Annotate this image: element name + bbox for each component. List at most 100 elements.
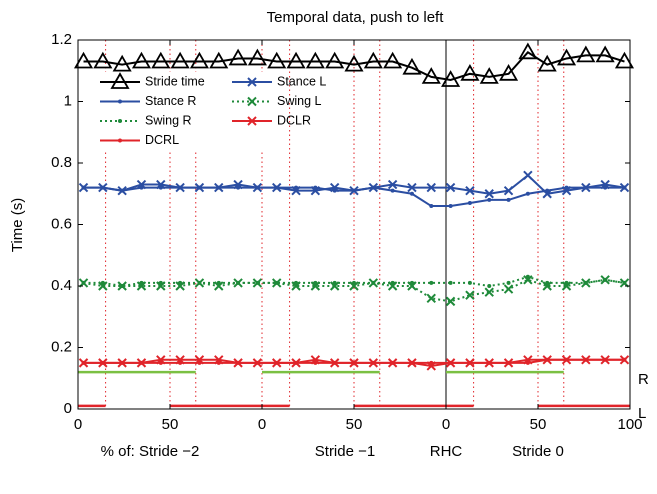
legend-label: Stride time: [145, 74, 205, 88]
marker: [349, 185, 359, 196]
marker: [117, 281, 127, 291]
legend-label: DCLR: [277, 113, 311, 127]
marker: [561, 355, 572, 365]
legend-marker: [118, 99, 122, 104]
marker: [151, 51, 171, 69]
marker: [429, 280, 434, 285]
marker: [445, 358, 456, 368]
x-tick-label: 50: [530, 416, 547, 433]
marker: [349, 281, 359, 291]
marker: [286, 51, 306, 69]
marker: [448, 280, 453, 285]
marker: [407, 182, 417, 193]
marker: [156, 281, 166, 291]
marker: [214, 182, 224, 193]
marker: [467, 200, 472, 205]
marker: [600, 179, 610, 190]
marker: [619, 355, 630, 365]
marker: [614, 51, 635, 69]
marker: [194, 278, 205, 288]
marker: [194, 182, 205, 193]
marker: [499, 64, 519, 81]
marker: [409, 191, 414, 196]
marker: [310, 185, 321, 196]
y-tick-label: 1: [64, 92, 72, 109]
marker: [214, 281, 224, 291]
marker: [252, 182, 263, 193]
marker: [310, 281, 321, 291]
marker: [98, 358, 108, 368]
marker: [390, 188, 395, 193]
marker: [175, 182, 185, 193]
marker: [465, 290, 475, 300]
marker: [272, 278, 282, 288]
marker: [467, 280, 472, 285]
legend-marker: [247, 77, 257, 87]
marker: [465, 185, 475, 196]
x-tick-label: 50: [162, 416, 179, 433]
marker: [503, 284, 514, 294]
marker: [506, 280, 511, 285]
x-tick-label: 100: [617, 416, 642, 433]
marker: [272, 182, 282, 193]
legend-box: [95, 72, 270, 152]
marker: [368, 278, 379, 288]
marker: [581, 355, 591, 365]
y-tick-label: 0.8: [51, 154, 72, 171]
marker: [93, 51, 113, 69]
marker: [112, 54, 132, 72]
marker: [402, 57, 422, 75]
marker: [233, 278, 243, 288]
legend-label: Swing R: [145, 113, 192, 127]
marker: [542, 281, 552, 291]
legend-item: Stride time: [100, 72, 205, 89]
marker: [595, 45, 615, 63]
marker: [305, 51, 325, 69]
marker: [325, 51, 345, 69]
marker: [363, 51, 383, 69]
marker: [426, 182, 436, 193]
legend-item: Swing L: [232, 94, 322, 108]
x-tick-label: 0: [74, 416, 82, 433]
legend-marker: [247, 116, 257, 126]
marker: [487, 197, 492, 202]
marker: [465, 358, 475, 368]
marker: [252, 358, 263, 368]
legend-item: Stance R: [100, 94, 196, 108]
marker: [426, 293, 436, 304]
legend-item: Swing R: [100, 113, 192, 127]
marker: [421, 67, 441, 84]
marker: [600, 275, 610, 285]
marker: [581, 182, 591, 193]
marker: [523, 170, 533, 181]
marker: [117, 185, 127, 196]
marker: [383, 51, 403, 69]
marker: [523, 275, 533, 285]
phase-label: L: [638, 405, 646, 422]
legend-item: DCLR: [232, 113, 311, 127]
marker: [233, 358, 243, 368]
legend-item: Stance L: [232, 74, 326, 88]
marker: [503, 185, 514, 196]
legend-label: DCRL: [145, 133, 179, 147]
x-axis-label: Stride −1: [315, 443, 375, 460]
y-axis-label: Time (s): [9, 198, 26, 252]
marker: [349, 358, 359, 368]
marker: [387, 358, 398, 368]
marker: [209, 51, 229, 69]
marker: [368, 182, 379, 193]
marker: [441, 70, 461, 87]
x-axis-label: Stride 0: [512, 443, 564, 460]
marker: [98, 182, 108, 193]
marker: [131, 51, 152, 69]
marker: [503, 358, 514, 368]
marker: [73, 51, 94, 69]
x-tick-label: 0: [258, 416, 266, 433]
marker: [291, 281, 301, 291]
marker: [233, 179, 243, 190]
y-tick-label: 0: [64, 400, 72, 417]
legend-marker: [247, 96, 257, 107]
chart-title: Temporal data, push to left: [267, 9, 445, 26]
marker: [387, 179, 398, 190]
